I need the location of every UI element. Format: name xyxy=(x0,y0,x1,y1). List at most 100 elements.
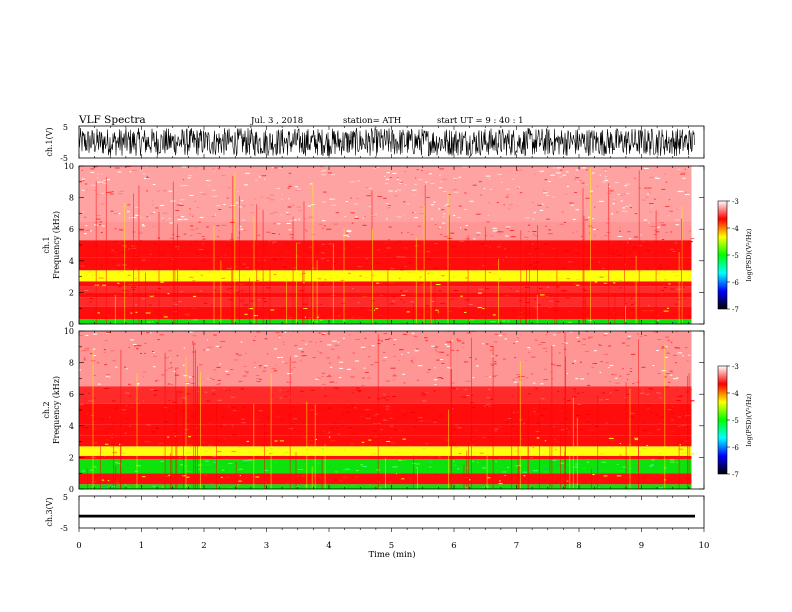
spectrogram-speckle xyxy=(566,373,569,374)
spectrogram-speckle xyxy=(394,195,399,197)
spectrogram-speckle xyxy=(183,375,188,377)
spectrogram-speckle xyxy=(499,244,503,245)
spectrogram-speckle xyxy=(333,223,339,225)
spectrogram-speckle xyxy=(587,337,590,339)
spectrogram-speckle xyxy=(659,246,662,248)
spectrogram-speckle xyxy=(369,261,373,263)
spectrogram-speckle xyxy=(377,196,383,197)
spectrogram-speckle xyxy=(543,192,548,194)
spectrogram-speckle xyxy=(184,433,186,435)
spectrogram-speckle xyxy=(250,204,254,206)
spectrogram-speckle xyxy=(180,410,182,411)
spectrogram-speckle xyxy=(392,379,395,381)
spectrogram-speckle xyxy=(548,229,552,231)
spectrogram-speckle xyxy=(217,168,221,170)
spectrogram-speckle xyxy=(427,272,430,274)
spectrogram-speckle xyxy=(253,339,256,341)
spectrogram-speckle xyxy=(528,351,531,353)
spectrogram-speckle xyxy=(278,334,282,336)
spectrogram-speckle xyxy=(202,238,206,240)
spectrogram-speckle xyxy=(635,381,640,383)
spectrogram-speckle xyxy=(339,361,344,363)
spectrogram-speckle xyxy=(96,194,100,196)
spectrogram-speckle xyxy=(241,219,246,221)
spectrogram-speckle xyxy=(370,409,374,411)
spectrogram-speckle xyxy=(395,451,399,453)
spectrogram-speckle xyxy=(598,344,601,346)
spectrogram-speckle xyxy=(439,174,441,176)
spectrogram-speckle xyxy=(385,405,390,407)
spectrogram-speckle xyxy=(294,355,298,357)
spectrogram-speckle xyxy=(167,383,170,385)
spectrogram-speckle xyxy=(560,462,565,464)
spectrogram-speckle xyxy=(212,456,217,458)
spectrogram-speckle xyxy=(275,416,281,418)
spectrogram-speckle xyxy=(195,267,198,269)
spectrogram-speckle xyxy=(613,311,616,313)
spectrogram-speckle xyxy=(370,215,376,216)
spectrogram-speckle xyxy=(464,209,468,210)
spectrogram-speckle xyxy=(594,425,599,427)
spectrogram-speckle xyxy=(350,433,356,435)
spectrogram-speckle xyxy=(317,350,319,352)
spectrogram-speckle xyxy=(135,277,137,279)
spectrogram-speckle xyxy=(399,290,404,292)
spectrogram-speckle xyxy=(224,469,229,471)
spectrogram-speckle xyxy=(634,293,636,295)
spectrogram-speckle xyxy=(419,420,423,422)
spectrogram-speckle xyxy=(374,361,379,363)
time-tick-label: 1 xyxy=(139,541,144,551)
spectrogram-speckle xyxy=(535,431,540,432)
spectrogram-speckle xyxy=(644,283,646,285)
spectrogram-speckle xyxy=(332,262,336,264)
spectrogram-speckle xyxy=(336,260,339,262)
spectrogram-speckle xyxy=(183,274,185,276)
spectrogram-speckle xyxy=(576,279,580,281)
spectrogram-speckle xyxy=(453,214,456,216)
spectrogram-speckle xyxy=(94,190,97,192)
spectrogram-speckle xyxy=(649,203,654,204)
spectrogram-speckle xyxy=(168,190,173,192)
spectrogram-speckle xyxy=(596,295,600,297)
spectrogram-speckle xyxy=(298,217,301,219)
spectrogram-speckle xyxy=(517,187,519,189)
spectrogram-speckle xyxy=(594,470,599,472)
spectrogram-speckle xyxy=(490,345,494,347)
spectrogram-speckle xyxy=(450,232,455,234)
spectrogram-speckle xyxy=(647,408,649,409)
spectrogram-speckle xyxy=(276,223,281,225)
spectrogram-speckle xyxy=(438,187,443,189)
spectrogram-speckle xyxy=(515,374,521,376)
spectrogram-speckle xyxy=(292,204,294,206)
spectrogram-speckle xyxy=(420,266,423,268)
spectrogram-speckle xyxy=(302,437,308,438)
spectrogram-speckle xyxy=(519,419,523,421)
spectrogram-speckle xyxy=(446,419,450,420)
spectrogram-speckle xyxy=(115,366,118,368)
spectrogram-speckle xyxy=(250,299,252,301)
spectrogram-speckle xyxy=(442,216,446,218)
spectrogram-speckle xyxy=(190,331,193,333)
spectrogram-speckle xyxy=(91,456,97,458)
spectrogram-speckle xyxy=(383,333,388,335)
ch2-spectrogram-image xyxy=(79,331,695,489)
spectrogram-speckle xyxy=(494,263,500,265)
spectrogram-speckle xyxy=(475,486,477,488)
spectrogram-speckle xyxy=(114,241,118,242)
spectrogram-speckle xyxy=(243,365,247,367)
spectrogram-speckle xyxy=(330,174,335,176)
spectrogram-speckle xyxy=(335,471,338,473)
spectrogram-speckle xyxy=(625,206,629,207)
spectrogram-speckle xyxy=(121,251,126,253)
spectrogram-speckle xyxy=(277,441,283,443)
spectrogram-speckle xyxy=(363,348,365,350)
spectrogram-speckle xyxy=(403,214,405,216)
spectrogram-speckle xyxy=(671,412,674,414)
spectrogram-speckle xyxy=(558,352,561,354)
spectrogram-speckle xyxy=(155,379,160,381)
spectrogram-speckle xyxy=(149,217,151,219)
spectrogram-speckle xyxy=(273,461,277,463)
spectrogram-speckle xyxy=(619,375,622,377)
spectrogram-speckle xyxy=(348,449,351,450)
spectrogram-speckle xyxy=(282,266,287,268)
